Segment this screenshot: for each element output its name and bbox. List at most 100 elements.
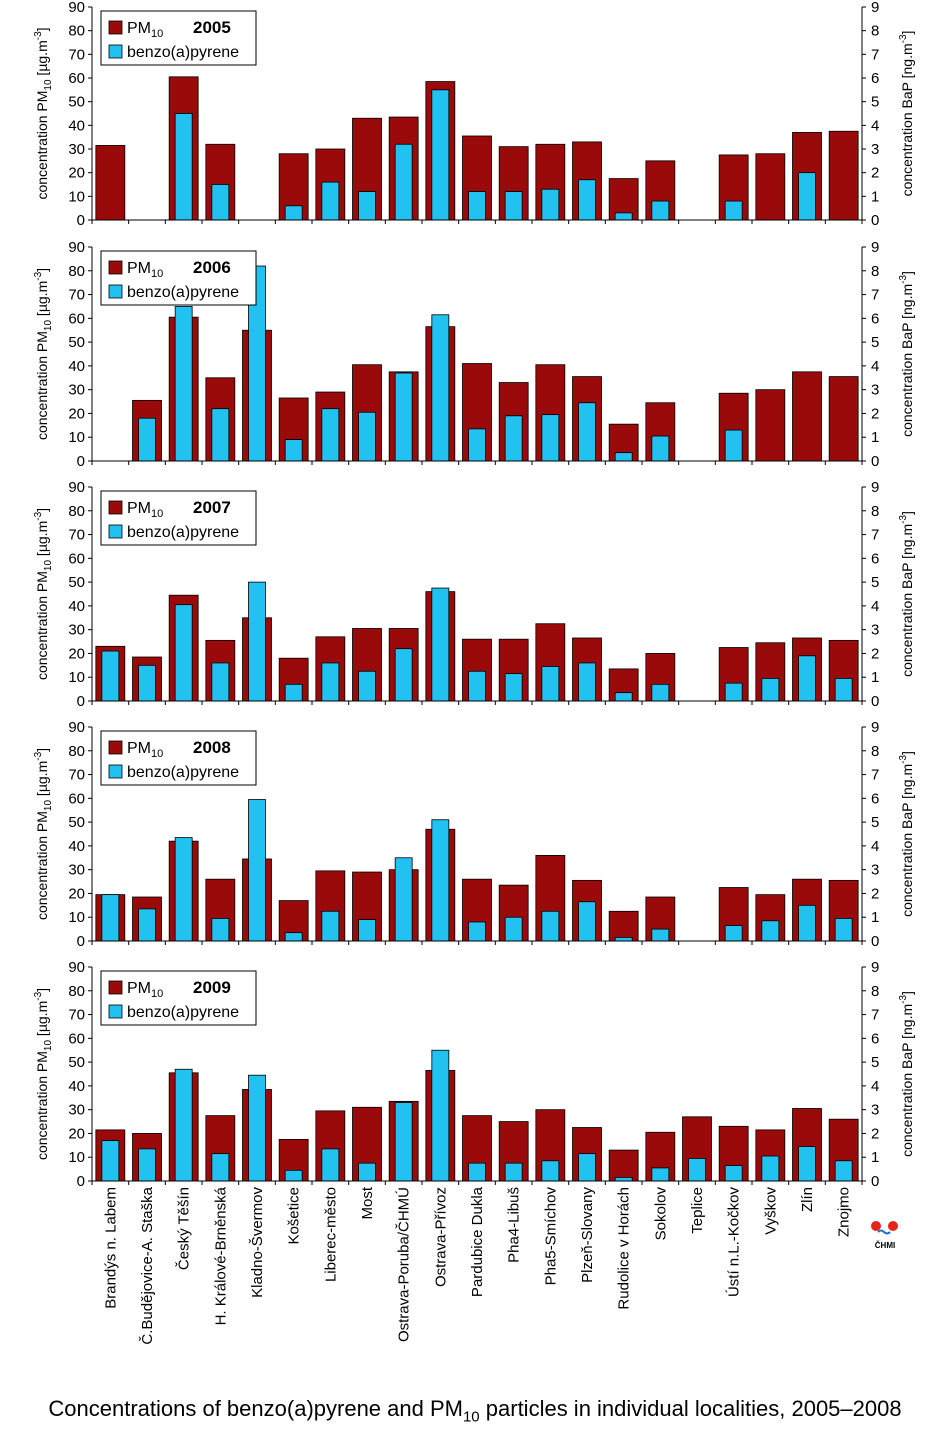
bap-bar	[358, 191, 376, 221]
bap-bar	[614, 212, 633, 221]
right-tick-label: 9	[871, 959, 879, 976]
bap-bar	[248, 581, 266, 702]
legend-pm10-label: PM10	[127, 500, 163, 520]
panel-year-label: 2009	[193, 978, 231, 997]
left-axis-label-unit: [µg.m	[34, 521, 50, 560]
right-tick-label: 0	[871, 1173, 879, 1190]
left-tick-label: 80	[68, 983, 85, 1000]
caption-suffix: particles in individual localities, 2005…	[479, 1396, 902, 1421]
bap-bar	[358, 670, 376, 702]
right-axis-label-close: ]	[899, 751, 915, 755]
bap-bar	[394, 1102, 413, 1182]
bap-bar	[101, 1140, 120, 1182]
left-tick-label: 50	[68, 574, 85, 591]
right-tick-label: 5	[871, 574, 879, 591]
right-tick-label: 5	[871, 1054, 879, 1071]
right-axis-label-sup: -3	[898, 275, 909, 284]
left-tick-label: 40	[68, 1078, 85, 1095]
bap-bar	[394, 143, 413, 221]
left-axis-label-text: concentration PM	[34, 571, 50, 680]
caption-prefix: Concentrations of benzo(a)pyrene and PM	[48, 1396, 463, 1421]
category-label: Teplice	[689, 1187, 706, 1234]
left-tick-label: 70	[68, 1007, 85, 1024]
right-axis-label: concentration BaP [ng.m-3]	[898, 751, 915, 917]
left-tick-label: 30	[68, 141, 85, 158]
legend-pm10-swatch	[108, 260, 123, 275]
right-tick-label: 2	[871, 165, 879, 182]
legend-pm10-text: PM	[127, 740, 151, 757]
right-tick-label: 3	[871, 622, 879, 639]
pm10-bar	[608, 1149, 639, 1182]
right-tick-label: 2	[871, 885, 879, 902]
left-axis-label-text: concentration PM	[34, 811, 50, 920]
right-tick-label: 4	[871, 1078, 879, 1095]
bap-bar	[834, 918, 853, 942]
right-tick-label: 9	[871, 239, 879, 256]
right-axis-label: concentration BaP [ng.m-3]	[898, 511, 915, 677]
bap-bar	[211, 184, 230, 221]
bap-bar	[504, 673, 523, 702]
legend-pm10-text: PM	[127, 260, 151, 277]
bap-bar	[724, 682, 743, 702]
bap-bar	[468, 1162, 486, 1182]
pm10-bar	[535, 855, 566, 942]
left-axis-label-unit: [µg.m	[34, 40, 50, 79]
panel-year-label: 2005	[193, 18, 231, 37]
bap-bar	[468, 428, 486, 462]
panel-2007: 0 10 20 30 40 50 60 70 80 90 0 1 2 3 4 5 6 7 8 9 concentrati…	[33, 479, 915, 710]
right-tick-label: 0	[871, 212, 879, 229]
bap-bar	[174, 604, 193, 702]
category-label: Sokolov	[652, 1187, 669, 1241]
left-tick-label: 50	[68, 94, 85, 111]
left-tick-label: 90	[68, 479, 85, 496]
right-tick-label: 3	[871, 862, 879, 879]
left-tick-label: 70	[68, 527, 85, 544]
right-tick-label: 9	[871, 719, 879, 736]
pm10-bar	[535, 1109, 566, 1182]
left-tick-label: 20	[68, 165, 85, 182]
legend-pm10-text: PM	[127, 500, 151, 517]
left-tick-label: 80	[68, 743, 85, 760]
legend-bap-label: benzo(a)pyrene	[127, 44, 239, 61]
left-axis-label-text: concentration PM	[34, 331, 50, 440]
left-tick-label: 80	[68, 263, 85, 280]
legend-bap-label: benzo(a)pyrene	[127, 524, 239, 541]
bap-bar	[248, 799, 266, 942]
pm10-bar	[792, 371, 822, 462]
bap-bar	[724, 1165, 743, 1182]
right-axis-label-close: ]	[899, 991, 915, 995]
left-tick-label: 80	[68, 23, 85, 40]
bap-bar	[578, 1153, 596, 1182]
bap-bar	[174, 1068, 193, 1182]
legend-bap-swatch	[108, 284, 123, 299]
legend	[100, 10, 257, 66]
left-axis-label-sub: 10	[43, 560, 54, 572]
bap-bar	[651, 1167, 670, 1182]
bap-bar	[504, 916, 523, 942]
right-tick-label: 8	[871, 23, 879, 40]
bap-bar	[431, 1049, 450, 1182]
bap-bar	[651, 683, 670, 702]
left-tick-label: 40	[68, 838, 85, 855]
bap-bar	[614, 692, 633, 702]
legend-pm10-label: PM10	[127, 260, 163, 280]
bap-bar	[358, 919, 376, 942]
left-tick-label: 50	[68, 1054, 85, 1071]
bap-bar	[284, 683, 303, 702]
bap-bar	[248, 1074, 266, 1182]
bap-bar	[321, 408, 340, 462]
right-tick-label: 8	[871, 503, 879, 520]
right-tick-label: 1	[871, 1149, 879, 1166]
legend	[100, 490, 257, 546]
right-tick-label: 1	[871, 429, 879, 446]
bap-bar	[468, 191, 486, 221]
left-axis-label-unit: [µg.m	[34, 281, 50, 320]
bap-bar	[798, 655, 816, 702]
left-tick-label: 40	[68, 598, 85, 615]
right-tick-label: 3	[871, 1102, 879, 1119]
bap-bar	[798, 1146, 816, 1182]
bap-bar	[651, 435, 670, 462]
left-tick-label: 10	[68, 429, 85, 446]
bap-bar	[614, 452, 633, 462]
